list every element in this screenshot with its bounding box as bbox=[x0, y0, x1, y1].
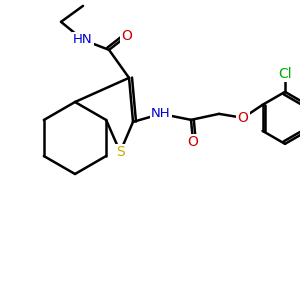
Text: Cl: Cl bbox=[278, 67, 292, 81]
Text: NH: NH bbox=[151, 107, 171, 120]
Text: HN: HN bbox=[73, 33, 93, 46]
Text: S: S bbox=[116, 145, 124, 159]
Text: O: O bbox=[122, 29, 133, 43]
Text: O: O bbox=[238, 111, 248, 125]
Text: O: O bbox=[188, 135, 199, 149]
